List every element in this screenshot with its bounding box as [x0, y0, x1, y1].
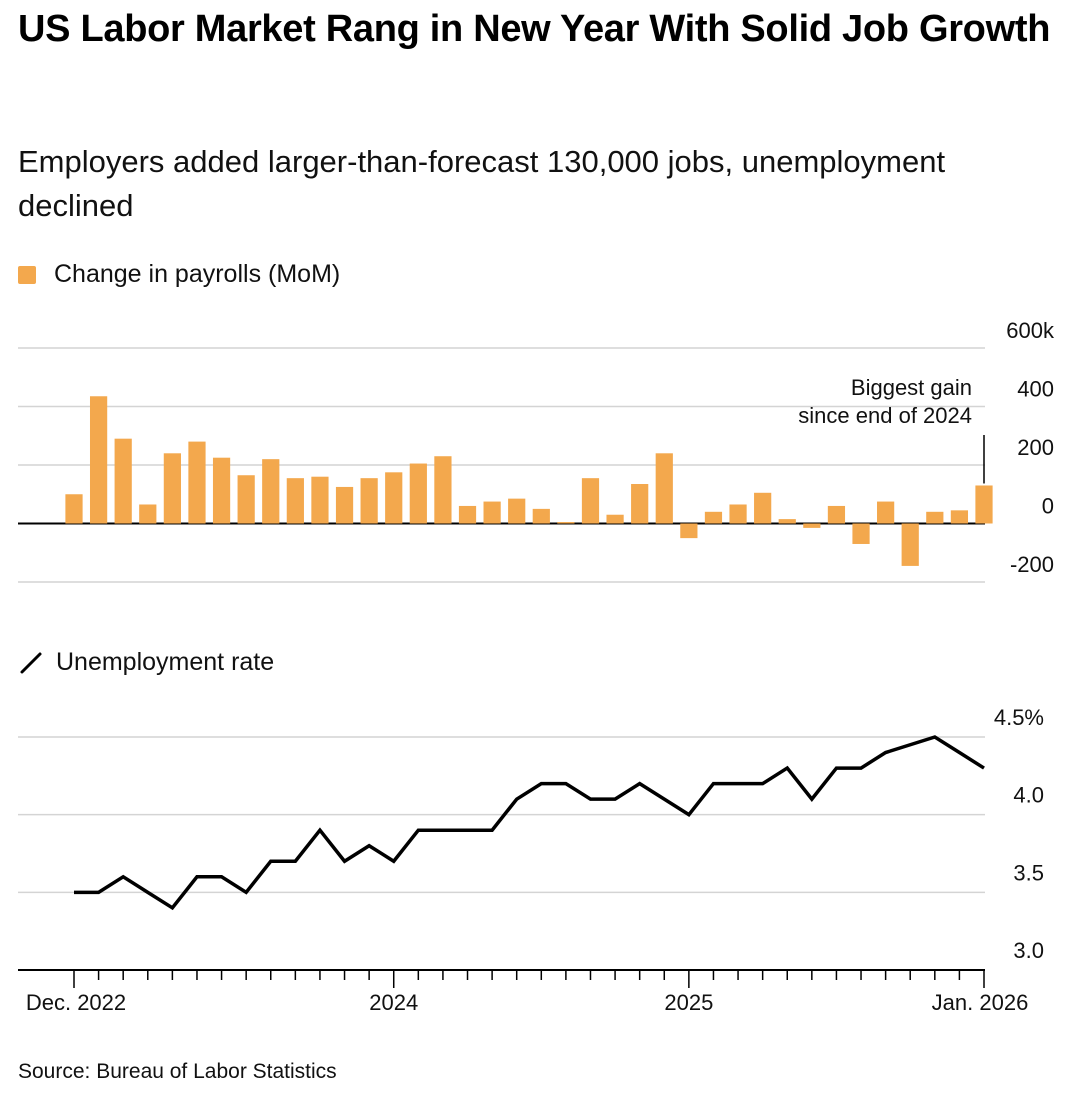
- payrolls-bar: [237, 475, 255, 524]
- payrolls-y-axis: 600k 400 200 0 -200: [1006, 318, 1055, 577]
- payrolls-bar: [335, 486, 354, 524]
- unemployment-legend: Unemployment rate: [18, 648, 274, 677]
- unemployment-line: [74, 735, 985, 911]
- payrolls-bar: [581, 478, 600, 524]
- bar-swatch-icon: [18, 265, 36, 284]
- payrolls-bar: [557, 522, 575, 524]
- payrolls-bar: [385, 472, 403, 524]
- payrolls-bar: [212, 457, 231, 524]
- payrolls-bar: [729, 504, 747, 524]
- payrolls-bar: [901, 523, 919, 566]
- annotation-text-line1: Biggest gain: [851, 375, 972, 400]
- payrolls-bar: [458, 505, 477, 524]
- unemployment-legend-label: Unemployment rate: [56, 648, 275, 676]
- payrolls-bar: [434, 456, 452, 524]
- payrolls-bar: [163, 453, 181, 524]
- payrolls-bar: [606, 514, 624, 524]
- payrolls-annotation: Biggest gain since end of 2024: [798, 375, 985, 484]
- payrolls-bars: [65, 396, 993, 566]
- payrolls-bar: [114, 438, 132, 524]
- payrolls-legend: Change in payrolls (MoM): [18, 260, 340, 289]
- payrolls-bar: [754, 492, 772, 524]
- payrolls-bar: [950, 510, 969, 524]
- unemployment-gridlines: [18, 736, 985, 971]
- unemployment-y-tick-label: 4.0: [1013, 783, 1044, 808]
- x-axis: Dec. 2022 2024 2025 Jan. 2026: [26, 970, 1028, 1015]
- payrolls-y-tick-label: 400: [1017, 377, 1054, 402]
- payrolls-bar: [360, 478, 378, 524]
- annotation-text-line2: since end of 2024: [798, 403, 972, 428]
- payrolls-gridlines: [18, 347, 985, 583]
- unemployment-y-tick-label: 3.5: [1013, 860, 1044, 885]
- payrolls-y-tick-label: 600k: [1006, 318, 1055, 343]
- payrolls-bar: [262, 459, 280, 524]
- payrolls-bar: [704, 511, 723, 524]
- payrolls-bar: [89, 396, 108, 524]
- unemployment-y-axis: 4.5% 4.0 3.5 3.0: [994, 705, 1044, 963]
- payrolls-bar: [532, 508, 550, 524]
- x-tick-label: Jan. 2026: [932, 990, 1029, 1015]
- source-note: Source: Bureau of Labor Statistics: [18, 1060, 337, 1083]
- payrolls-bar: [286, 478, 304, 524]
- payrolls-bar: [877, 501, 895, 524]
- payrolls-bar: [65, 494, 83, 524]
- payrolls-bar: [188, 441, 206, 524]
- x-tick-label: 2024: [369, 990, 418, 1015]
- payrolls-bar: [852, 523, 870, 544]
- payrolls-legend-label: Change in payrolls (MoM): [54, 260, 341, 288]
- payrolls-bar: [975, 485, 993, 524]
- x-tick-label: 2025: [664, 990, 713, 1015]
- payrolls-bar: [409, 463, 427, 524]
- payrolls-bar: [483, 501, 501, 524]
- payrolls-bar: [778, 519, 796, 524]
- chart-title: US Labor Market Rang in New Year With So…: [18, 8, 1051, 50]
- chart-subtitle: Employers added larger-than-forecast 130…: [18, 144, 946, 223]
- unemployment-y-tick-label: 4.5%: [994, 705, 1044, 730]
- payrolls-y-tick-label: -200: [1010, 552, 1054, 577]
- payrolls-bar: [680, 523, 698, 539]
- payrolls-bar: [631, 484, 649, 524]
- unemployment-y-tick-label: 3.0: [1013, 938, 1044, 963]
- x-tick-label: Dec. 2022: [26, 990, 126, 1015]
- payrolls-bar: [827, 505, 846, 524]
- unemployment-series: [74, 735, 985, 911]
- payrolls-bar: [508, 498, 526, 524]
- payrolls-bar: [139, 504, 157, 524]
- payrolls-bar: [311, 476, 329, 524]
- line-legend-icon: [20, 652, 42, 673]
- payrolls-y-tick-label: 200: [1017, 435, 1054, 460]
- payrolls-bar: [803, 523, 821, 528]
- payrolls-y-tick-label: 0: [1042, 494, 1054, 519]
- payrolls-bar: [926, 511, 944, 524]
- payrolls-bar: [655, 453, 673, 524]
